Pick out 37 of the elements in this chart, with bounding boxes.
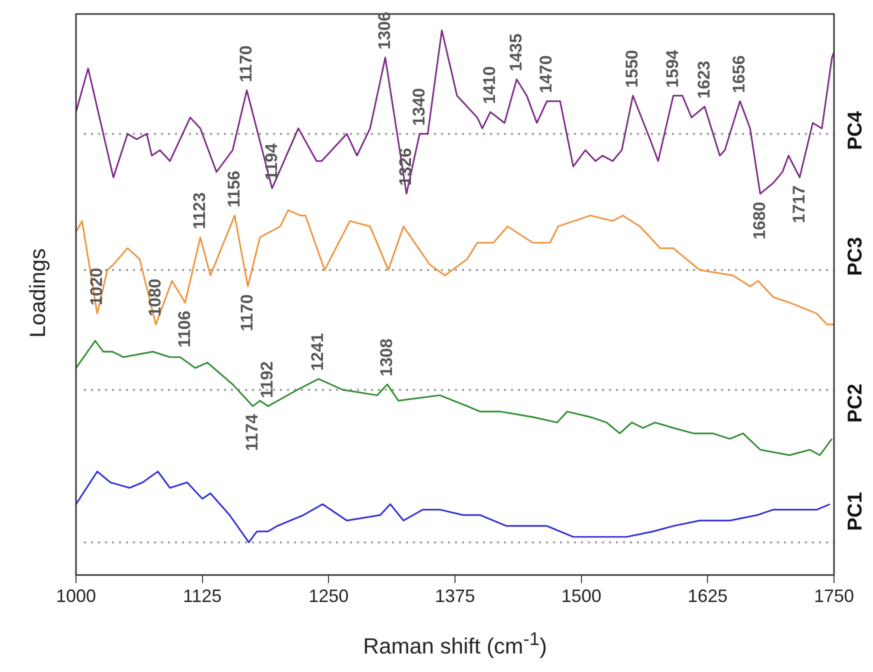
annotation: 1656 — [730, 55, 749, 94]
annotation: 1470 — [536, 55, 556, 94]
text: PC3 — [844, 236, 867, 276]
x-tick-label: 1500 — [561, 586, 602, 606]
annotation: 1080 — [146, 278, 165, 316]
annotation: 1020 — [86, 268, 106, 306]
annotation: 1106 — [174, 310, 194, 348]
x-axis-title: Raman shift (cm$^{-1}$) — [362, 628, 548, 660]
annotation: 1170 — [238, 294, 256, 332]
annotation: 1156 — [224, 170, 244, 208]
annotation: 1194 — [262, 142, 281, 180]
x-tick-label: 1250 — [308, 586, 349, 606]
annotation: 1717 — [789, 185, 808, 224]
annotation: 1174 — [242, 414, 262, 452]
x-tick-label: 1125 — [182, 586, 222, 606]
annotation: 1623 — [694, 60, 714, 99]
annotation: 1550 — [622, 50, 642, 88]
x-tick-label: 1375 — [434, 586, 476, 606]
annotation: 1308 — [376, 338, 396, 376]
text: PC1 — [844, 492, 867, 531]
annotation: 1435 — [506, 34, 526, 72]
annotation: 1594 — [662, 49, 682, 88]
text: PC2 — [844, 384, 867, 423]
x-tick-label: 1625 — [688, 586, 728, 606]
text: PC4 — [844, 110, 867, 150]
x-tick-label: 1000 — [56, 586, 96, 606]
annotation: 1680 — [750, 202, 769, 240]
y-axis-title: Loadings — [25, 247, 51, 340]
annotation: 1192 — [258, 361, 277, 398]
annotation: 1123 — [190, 192, 209, 230]
annotation: 1326 — [396, 148, 416, 186]
annotation: 1306 — [374, 12, 394, 50]
annotation: 1410 — [480, 66, 500, 104]
annotation: 1340 — [409, 88, 428, 126]
annotation: 1170 — [236, 45, 256, 82]
x-tick-label: 1750 — [814, 586, 854, 606]
annotation: 1241 — [308, 333, 328, 371]
